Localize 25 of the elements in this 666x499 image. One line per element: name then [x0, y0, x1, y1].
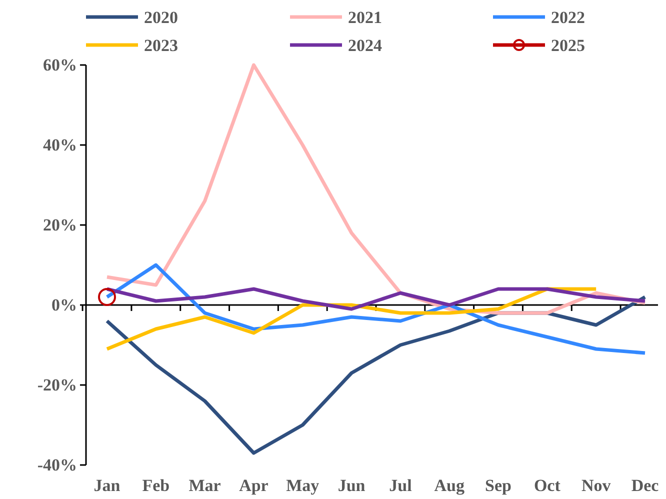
x-tick-label: Jul	[389, 476, 412, 495]
x-tick-label: May	[286, 476, 320, 495]
line-series	[105, 287, 598, 351]
y-tick-label: 40%	[43, 135, 77, 154]
y-tick-label: 0%	[52, 295, 77, 314]
legend-label: 2023	[144, 36, 178, 55]
x-tick-label: Feb	[142, 476, 170, 495]
x-tick-label: Aug	[434, 476, 465, 495]
x-tick-label: Jun	[338, 476, 366, 495]
x-tick-label: Oct	[534, 476, 561, 495]
legend-label: 2022	[551, 8, 585, 27]
legend-label: 2024	[348, 36, 382, 55]
legend-label: 2021	[348, 8, 382, 27]
y-tick-label: 20%	[43, 215, 77, 234]
x-tick-label: Nov	[581, 476, 612, 495]
y-tick-label: 60%	[43, 55, 77, 74]
x-tick-label: Apr	[239, 476, 269, 495]
y-tick-label: -20%	[37, 375, 77, 394]
x-tick-label: Mar	[188, 476, 222, 495]
x-tick-label: Sep	[485, 476, 512, 495]
legend-label: 2025	[551, 36, 585, 55]
x-tick-label: Dec	[631, 476, 660, 495]
y-tick-label: -40%	[37, 455, 77, 474]
legend-label: 2020	[144, 8, 178, 27]
x-tick-label: Jan	[94, 476, 121, 495]
